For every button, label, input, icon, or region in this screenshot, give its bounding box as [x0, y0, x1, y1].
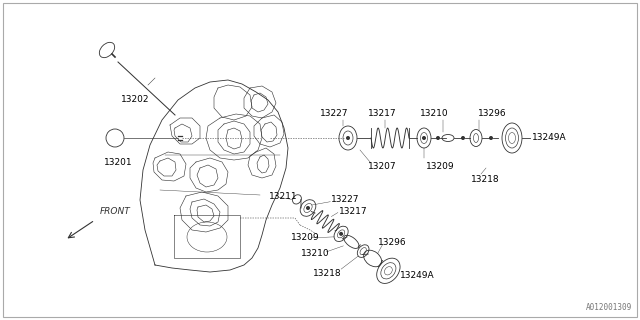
Text: 13249A: 13249A	[532, 133, 566, 142]
Text: 13227: 13227	[332, 195, 360, 204]
Text: 13218: 13218	[471, 175, 500, 184]
Text: 13209: 13209	[426, 162, 454, 171]
Circle shape	[339, 232, 343, 236]
Text: 13249A: 13249A	[401, 271, 435, 280]
Circle shape	[346, 136, 350, 140]
Text: 13218: 13218	[313, 268, 342, 277]
Text: 13217: 13217	[339, 207, 367, 216]
Text: 13296: 13296	[378, 238, 406, 247]
Text: 13211: 13211	[269, 192, 298, 201]
Circle shape	[489, 136, 493, 140]
Circle shape	[422, 136, 426, 140]
Text: 13202: 13202	[121, 95, 149, 104]
Text: 13201: 13201	[104, 158, 132, 167]
Text: A012001309: A012001309	[586, 303, 632, 312]
Text: 13209: 13209	[291, 233, 320, 242]
Text: 13210: 13210	[420, 109, 448, 118]
Text: 13227: 13227	[320, 109, 348, 118]
Circle shape	[461, 136, 465, 140]
Text: 13217: 13217	[368, 109, 396, 118]
Text: FRONT: FRONT	[100, 207, 131, 216]
Text: 13210: 13210	[301, 249, 330, 258]
Text: 13296: 13296	[478, 109, 507, 118]
Circle shape	[306, 206, 310, 210]
Text: 13207: 13207	[368, 162, 397, 171]
Circle shape	[436, 136, 440, 140]
